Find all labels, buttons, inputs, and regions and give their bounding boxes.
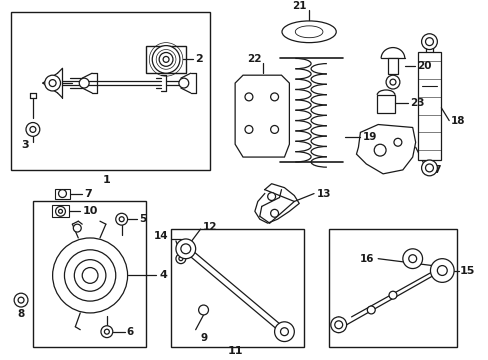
Text: 1: 1 [103, 175, 110, 185]
Circle shape [119, 217, 124, 222]
Polygon shape [356, 125, 415, 174]
Bar [328, 229, 456, 347]
Text: 6: 6 [126, 327, 134, 337]
Circle shape [366, 306, 374, 314]
Text: 7: 7 [84, 189, 92, 199]
Circle shape [198, 305, 208, 315]
Circle shape [270, 210, 278, 217]
Circle shape [116, 213, 127, 225]
Circle shape [79, 78, 89, 88]
Circle shape [274, 322, 294, 342]
Text: 10: 10 [82, 206, 98, 216]
Text: 17: 17 [427, 165, 441, 175]
Text: 13: 13 [316, 189, 331, 199]
Circle shape [425, 164, 432, 172]
Circle shape [421, 160, 436, 176]
Text: 19: 19 [362, 132, 376, 142]
Bar [52, 206, 69, 217]
Text: 16: 16 [359, 254, 373, 264]
Circle shape [30, 126, 36, 132]
Text: 18: 18 [450, 116, 465, 126]
Circle shape [244, 126, 252, 134]
Text: 2: 2 [194, 54, 202, 64]
Text: 22: 22 [247, 54, 262, 64]
Circle shape [393, 138, 401, 146]
Bar [55, 189, 70, 198]
Bar [33, 202, 146, 347]
Text: 12: 12 [202, 222, 217, 232]
Circle shape [179, 257, 183, 261]
Bar [376, 95, 394, 113]
Text: 3: 3 [21, 140, 29, 150]
Circle shape [18, 297, 24, 303]
Text: 9: 9 [200, 333, 207, 343]
Circle shape [64, 250, 116, 301]
Text: 8: 8 [18, 309, 24, 319]
Circle shape [421, 34, 436, 50]
Circle shape [270, 126, 278, 134]
Circle shape [330, 317, 346, 333]
Text: 20: 20 [416, 61, 430, 71]
Text: 21: 21 [291, 1, 306, 11]
Circle shape [56, 206, 65, 216]
Circle shape [14, 293, 28, 307]
Circle shape [59, 210, 62, 213]
Bar [171, 229, 304, 347]
Circle shape [244, 93, 252, 101]
Bar [146, 46, 185, 73]
Circle shape [44, 75, 61, 91]
Circle shape [101, 326, 113, 338]
Circle shape [334, 321, 342, 329]
Circle shape [280, 328, 288, 336]
Circle shape [388, 291, 396, 299]
Bar [11, 12, 210, 170]
Circle shape [176, 239, 195, 259]
Circle shape [59, 190, 66, 198]
Circle shape [159, 53, 173, 66]
Text: 4: 4 [159, 270, 167, 280]
Text: 5: 5 [139, 214, 146, 224]
Text: 15: 15 [459, 266, 474, 275]
Text: 14: 14 [153, 231, 168, 241]
Circle shape [436, 266, 447, 275]
Circle shape [152, 46, 180, 73]
Circle shape [425, 38, 432, 46]
Circle shape [179, 78, 188, 88]
Polygon shape [235, 75, 289, 157]
Circle shape [429, 259, 453, 282]
Circle shape [82, 267, 98, 283]
Circle shape [181, 244, 190, 254]
Text: 11: 11 [227, 346, 243, 356]
Circle shape [176, 254, 185, 264]
Circle shape [373, 144, 386, 156]
Bar [387, 58, 397, 74]
Circle shape [73, 224, 81, 232]
Circle shape [267, 193, 275, 201]
Circle shape [270, 93, 278, 101]
Circle shape [386, 75, 399, 89]
Text: 23: 23 [409, 98, 424, 108]
Circle shape [163, 57, 169, 62]
Circle shape [74, 260, 106, 291]
Circle shape [26, 122, 40, 136]
Circle shape [402, 249, 422, 269]
Circle shape [53, 238, 127, 313]
Circle shape [49, 80, 56, 86]
Circle shape [104, 329, 109, 334]
Bar [417, 51, 440, 160]
Circle shape [408, 255, 416, 263]
Circle shape [389, 79, 395, 85]
